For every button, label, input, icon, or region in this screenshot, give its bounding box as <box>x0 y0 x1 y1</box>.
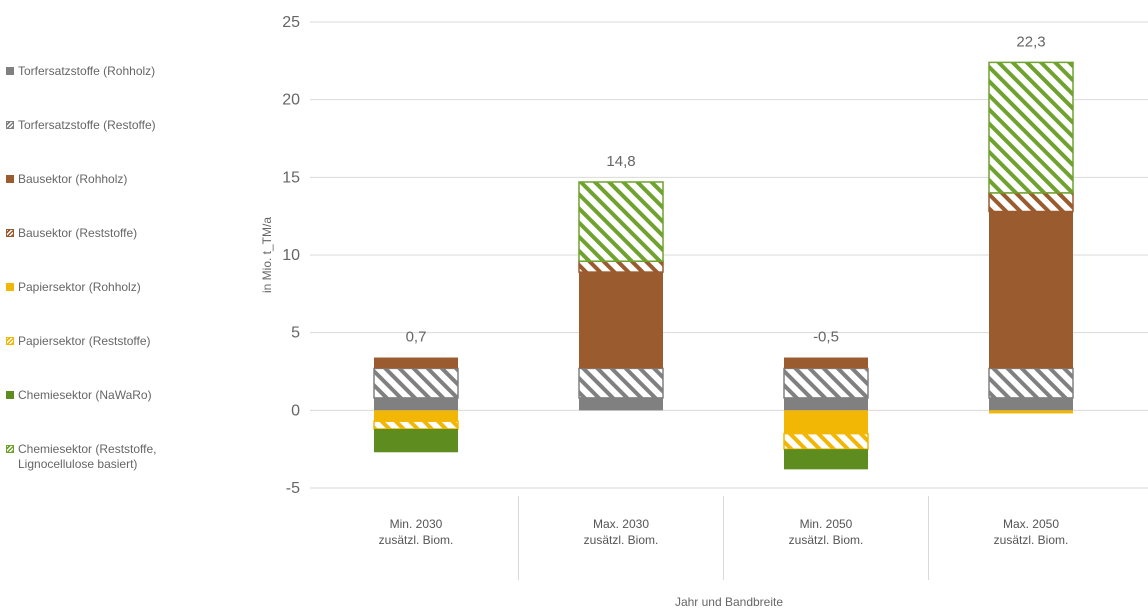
bar-segment <box>579 397 663 411</box>
bar-segment <box>579 272 663 369</box>
legend-swatch <box>6 391 14 399</box>
bar-segment <box>988 61 1074 194</box>
y-tick-label: 25 <box>282 14 300 31</box>
legend-item: Torfersatzstoffe (Rohholz) <box>6 64 246 118</box>
legend-label: Bausektor (Rohholz) <box>18 172 128 186</box>
total-label: 14,8 <box>606 153 635 170</box>
category-label: zusätzl. Biom. <box>789 533 864 547</box>
bar-segment <box>784 357 868 369</box>
bar-segment <box>988 367 1074 399</box>
category-label: zusätzl. Biom. <box>584 533 659 547</box>
total-label: -0,5 <box>813 329 839 346</box>
y-axis-label: in Mio. t_TM/a <box>260 217 274 293</box>
legend-swatch <box>6 445 14 453</box>
category-label: Min. 2050 <box>800 517 853 531</box>
legend-label: Torfersatzstoffe (Rohholz) <box>18 64 156 78</box>
total-label: 22,3 <box>1016 33 1045 50</box>
legend-label: Chemiesektor (NaWaRo) <box>18 388 152 402</box>
legend-label: Torfersatzstoffe (Restoffe) <box>18 118 156 132</box>
bar-segment <box>374 357 458 369</box>
legend-swatch <box>6 283 14 291</box>
legend-item: Torfersatzstoffe (Restoffe) <box>6 118 246 172</box>
legend-item: Chemiesektor (Reststoffe, Lignocellulose… <box>6 442 246 496</box>
category-label: Min. 2030 <box>390 517 443 531</box>
y-tick-label: 5 <box>291 325 300 342</box>
y-tick-label: 15 <box>282 169 300 186</box>
bar-segment <box>374 428 458 453</box>
bar-segment <box>578 260 664 273</box>
bar-segment <box>374 397 458 411</box>
total-label: 0,7 <box>406 329 427 346</box>
category-label: zusätzl. Biom. <box>994 533 1069 547</box>
bar-segment <box>988 192 1074 213</box>
x-axis-label: Jahr und Bandbreite <box>675 595 783 609</box>
legend-swatch <box>6 67 14 75</box>
bar-segment <box>989 397 1073 411</box>
legend-swatch <box>6 229 14 237</box>
legend-label: Chemiesektor (Reststoffe, Lignocellulose… <box>18 442 157 471</box>
legend-item: Papiersektor (Rohholz) <box>6 280 246 334</box>
category-label: zusätzl. Biom. <box>379 533 454 547</box>
bar-segment <box>578 181 664 262</box>
y-tick-label: 10 <box>282 247 300 264</box>
y-tick-label: 0 <box>291 402 300 419</box>
legend-item: Papiersektor (Reststoffe) <box>6 334 246 388</box>
legend-label: Papiersektor (Reststoffe) <box>18 334 151 348</box>
legend-swatch <box>6 175 14 183</box>
bar-segment <box>578 367 664 399</box>
bar-segment <box>784 410 868 434</box>
category-label: Max. 2050 <box>1003 517 1059 531</box>
legend-label: Bausektor (Reststoffe) <box>18 226 138 240</box>
bar-segment <box>989 410 1073 414</box>
legend-swatch <box>6 121 14 129</box>
bar-segment <box>784 397 868 411</box>
bar-segment <box>989 211 1073 369</box>
legend-item: Chemiesektor (NaWaRo) <box>6 388 246 442</box>
category-label: Max. 2030 <box>593 517 649 531</box>
bar-segment <box>783 432 869 450</box>
y-tick-label: -5 <box>286 480 300 497</box>
bar-segment <box>373 420 459 430</box>
legend-swatch <box>6 337 14 345</box>
legend: Torfersatzstoffe (Rohholz) Torfersatzstof… <box>6 64 246 496</box>
legend-label: Papiersektor (Rohholz) <box>18 280 141 294</box>
bar-segment <box>373 367 459 399</box>
y-tick-label: 20 <box>282 92 300 109</box>
legend-item: Bausektor (Rohholz) <box>6 172 246 226</box>
bar-segment <box>784 449 868 470</box>
legend-item: Bausektor (Reststoffe) <box>6 226 246 280</box>
bar-segment <box>783 367 869 399</box>
bar-segment <box>374 410 458 422</box>
